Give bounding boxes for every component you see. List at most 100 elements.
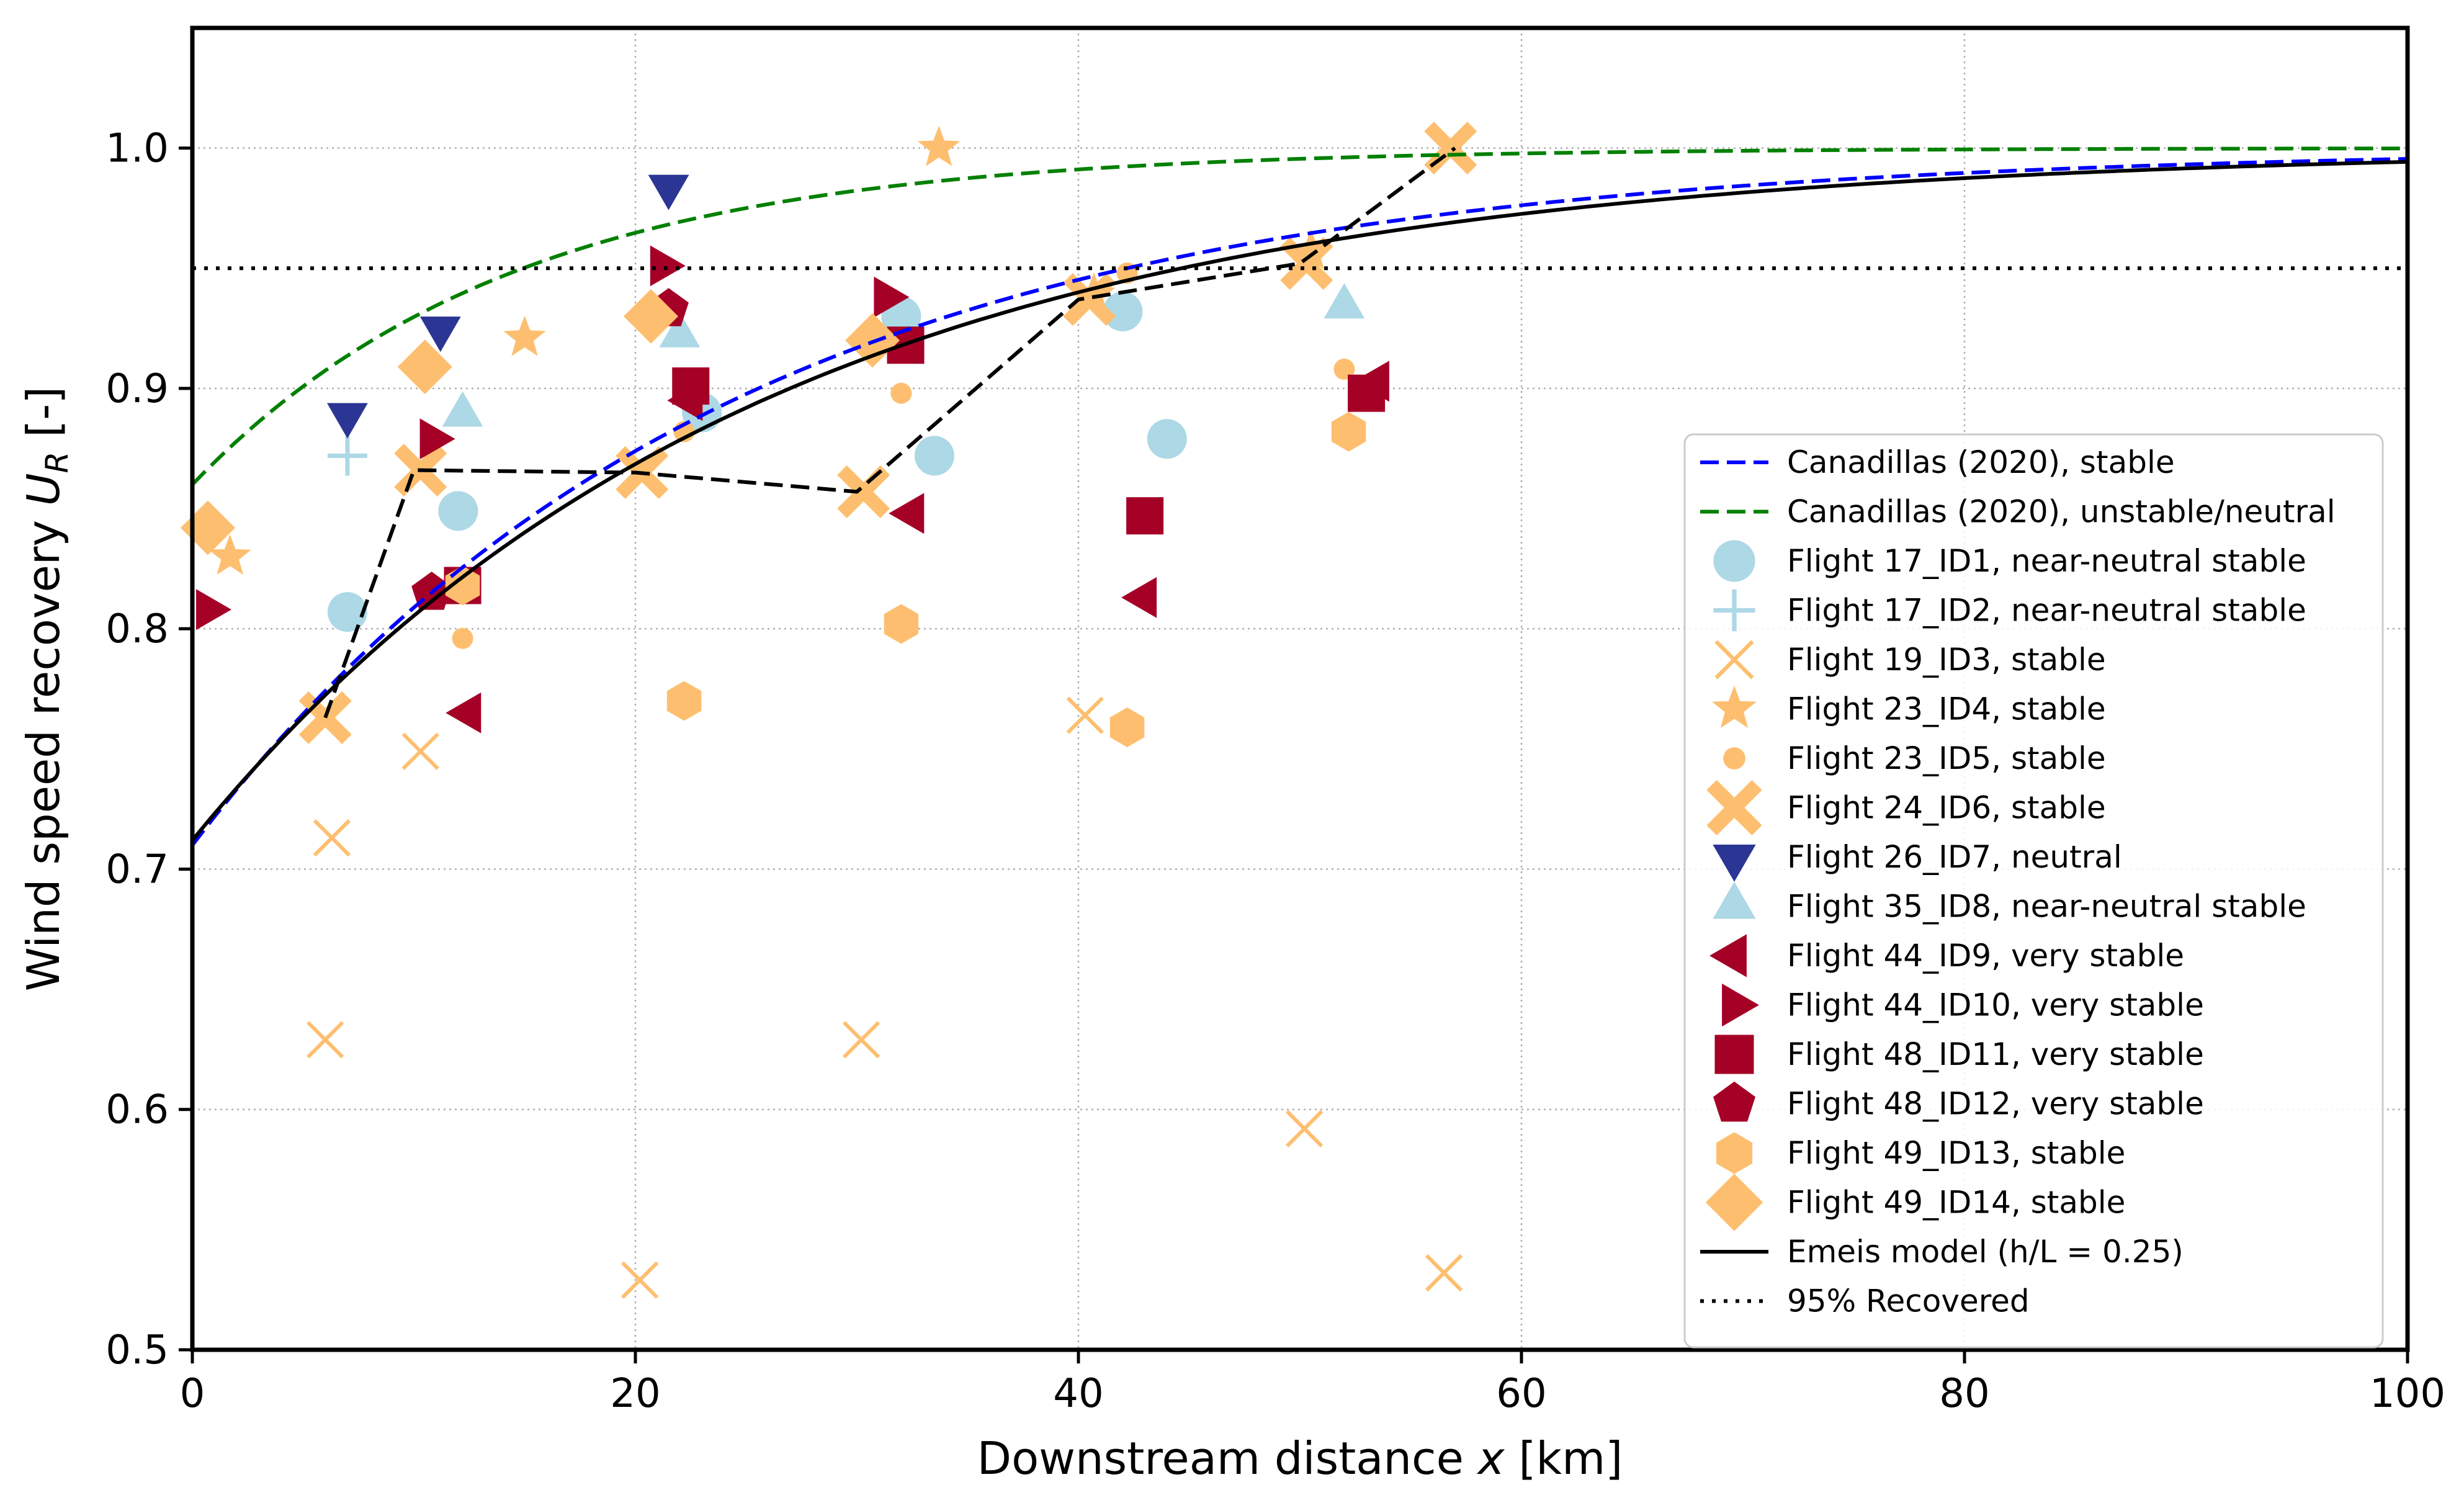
legend-entry-label: Emeis model (h/L = 0.25) <box>1787 1234 2184 1270</box>
marker-hexagon-series-13 <box>1331 411 1366 452</box>
x-tick-label: 40 <box>1053 1371 1103 1417</box>
marker-square-series-11 <box>1348 374 1386 412</box>
marker-tri-down-series-7 <box>419 317 461 352</box>
marker-tri-left-series-9 <box>1121 577 1157 618</box>
x-tick-label: 100 <box>2370 1371 2445 1417</box>
legend-marker-swatch <box>1706 779 1762 836</box>
legend-marker-swatch <box>1716 1132 1753 1174</box>
marker-tri-right-series-10 <box>419 418 455 460</box>
axis-ticks: 0 20 40 60 80 100 0.5 0.6 0.7 0.8 0.9 1.0 <box>105 126 2445 1417</box>
legend-entry-label: Flight 19_ID3, stable <box>1787 642 2106 678</box>
marker-circle-series-1 <box>327 592 367 632</box>
legend-marker-swatch <box>1722 983 1759 1027</box>
legend-marker-swatch <box>1714 640 1754 680</box>
curves <box>190 146 2408 846</box>
legend-marker-swatch <box>1713 589 1755 632</box>
marker-tri-up-series-8 <box>659 312 701 348</box>
legend: Canadillas (2020), stable Canadillas (202… <box>1683 433 2384 1349</box>
marker-hexagon-series-13 <box>1109 707 1145 747</box>
legend-marker-swatch <box>1709 934 1747 977</box>
legend-marker-swatch <box>1705 1174 1763 1231</box>
x-tick-label: 0 <box>180 1371 205 1417</box>
marker-tri-down-series-7 <box>327 403 368 439</box>
marker-star-series-4 <box>1289 229 1333 270</box>
y-tick-label: 1.0 <box>105 126 169 172</box>
marker-x-series-3 <box>1066 696 1104 734</box>
marker-plus-series-2 <box>327 436 367 476</box>
marker-dot-series-5 <box>890 382 912 404</box>
data-markers <box>181 122 1477 1299</box>
marker-tri-down-series-7 <box>648 174 689 210</box>
marker-dot-series-5 <box>1333 358 1355 380</box>
marker-tri-right-series-10 <box>874 276 910 318</box>
legend-marker-swatch <box>1712 685 1757 729</box>
legend-entry-label: Flight 24_ID6, stable <box>1787 790 2106 826</box>
marker-diamond-series-14 <box>624 289 678 344</box>
plot-frame <box>190 25 2410 1352</box>
marker-x-series-3 <box>313 819 351 857</box>
curve-1 <box>190 157 2408 846</box>
marker-tri-left-series-9 <box>889 493 925 534</box>
legend-marker-swatch <box>1713 540 1755 582</box>
marker-dot-series-5 <box>452 627 473 649</box>
legend-marker-swatch <box>1713 845 1756 882</box>
y-tick-label: 0.9 <box>105 366 169 412</box>
marker-tri-up-series-8 <box>442 391 483 427</box>
marker-tri-up-series-8 <box>1324 283 1365 319</box>
legend-entry-label: 95% Recovered <box>1787 1283 2030 1319</box>
marker-hexagon-series-13 <box>884 604 919 644</box>
legend-marker-swatch <box>1713 1081 1755 1122</box>
marker-circle-series-1 <box>438 491 478 531</box>
marker-x-series-3 <box>307 1021 344 1059</box>
legend-entry-label: Canadillas (2020), unstable/neutral <box>1787 494 2336 530</box>
marker-diamond-series-14 <box>397 339 452 395</box>
legend-entry-label: Flight 44_ID10, very stable <box>1787 987 2204 1023</box>
marker-circle-series-1 <box>1147 419 1187 459</box>
legend-marker-swatch <box>1713 881 1756 919</box>
legend-entry-label: Flight 49_ID13, stable <box>1787 1135 2125 1171</box>
legend-entry-label: Flight 48_ID12, very stable <box>1787 1086 2204 1122</box>
curve-2 <box>190 146 2408 486</box>
marker-star-series-4 <box>917 125 961 166</box>
marker-xfilled-series-6 <box>837 465 890 518</box>
marker-tri-right-series-10 <box>196 589 231 631</box>
marker-x-series-3 <box>621 1261 659 1299</box>
legend-entry-label: Flight 26_ID7, neutral <box>1787 839 2122 875</box>
y-tick-label: 0.6 <box>105 1087 169 1133</box>
y-tick-label: 0.7 <box>105 846 169 892</box>
marker-x-series-3 <box>843 1021 880 1059</box>
marker-tri-right-series-10 <box>650 245 686 287</box>
legend-marker-swatch <box>1714 1035 1754 1074</box>
y-axis-label: Wind speed recovery UR [-] <box>17 387 75 992</box>
x-tick-label: 20 <box>610 1371 660 1417</box>
marker-star-series-4 <box>503 315 546 356</box>
legend-entry-label: Flight 35_ID8, near-neutral stable <box>1787 889 2306 925</box>
y-tick-label: 0.5 <box>105 1327 169 1373</box>
marker-x-series-3 <box>1286 1110 1324 1147</box>
y-tick-label: 0.8 <box>105 606 169 652</box>
x-tick-label: 60 <box>1496 1371 1546 1417</box>
legend-entry-label: Flight 17_ID2, near-neutral stable <box>1787 593 2306 629</box>
legend-entry-label: Flight 48_ID11, very stable <box>1787 1036 2204 1072</box>
marker-tri-left-series-9 <box>446 692 482 734</box>
legend-entry-label: Flight 23_ID5, stable <box>1787 740 2106 776</box>
legend-entry-label: Flight 23_ID4, stable <box>1787 691 2106 727</box>
legend-marker-swatch <box>1723 747 1745 770</box>
legend-frame <box>1683 433 2384 1349</box>
curve-3 <box>190 159 2408 842</box>
curve-5 <box>323 146 1456 719</box>
x-tick-label: 80 <box>1939 1371 1989 1417</box>
marker-circle-series-1 <box>1103 291 1143 331</box>
legend-entry-label: Flight 17_ID1, near-neutral stable <box>1787 543 2306 579</box>
legend-entry-label: Flight 44_ID9, very stable <box>1787 938 2184 974</box>
marker-star-series-4 <box>208 534 251 575</box>
marker-tri-up-series-8 <box>880 292 922 328</box>
marker-circle-series-1 <box>914 436 954 476</box>
marker-hexagon-series-13 <box>666 681 702 721</box>
marker-x-series-3 <box>1425 1254 1463 1292</box>
legend-entry-label: Flight 49_ID14, stable <box>1787 1185 2125 1221</box>
marker-square-series-11 <box>672 367 710 405</box>
marker-square-series-11 <box>1126 497 1164 535</box>
x-axis-label: Downstream distance x [km] <box>977 1432 1623 1484</box>
